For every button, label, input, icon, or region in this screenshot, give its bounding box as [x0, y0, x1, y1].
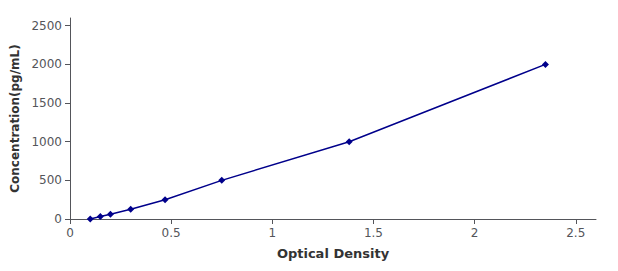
svg-text:2000: 2000 [31, 57, 62, 71]
svg-text:500: 500 [39, 173, 62, 187]
svg-text:1000: 1000 [31, 135, 62, 149]
svg-text:1500: 1500 [31, 96, 62, 110]
svg-text:Concentration(pg/mL): Concentration(pg/mL) [8, 44, 22, 192]
svg-text:1: 1 [268, 226, 276, 240]
svg-text:2.5: 2.5 [566, 226, 585, 240]
svg-text:1.5: 1.5 [364, 226, 383, 240]
svg-text:0: 0 [54, 212, 62, 226]
svg-text:Optical Density: Optical Density [277, 246, 390, 261]
svg-text:0.5: 0.5 [162, 226, 181, 240]
svg-text:0: 0 [66, 226, 74, 240]
svg-text:2500: 2500 [31, 19, 62, 33]
svg-text:2: 2 [471, 226, 479, 240]
